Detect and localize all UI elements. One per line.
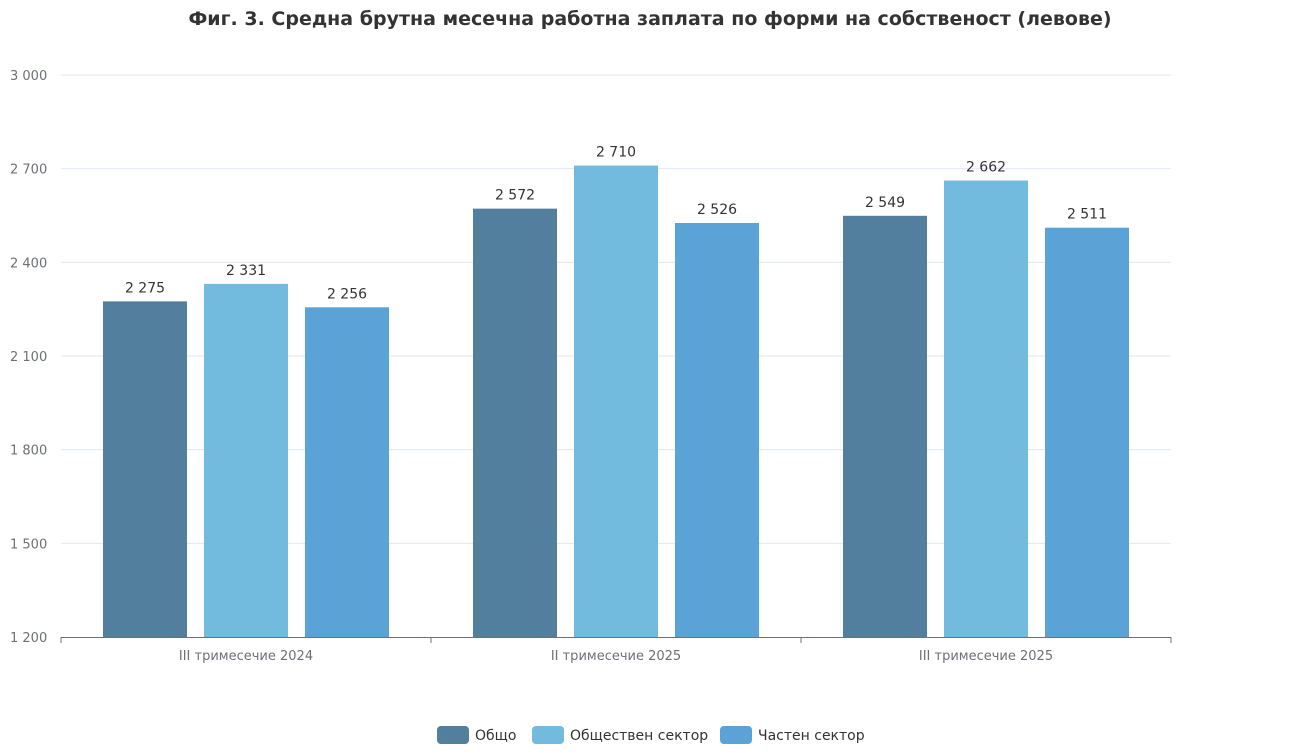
bar — [675, 222, 759, 637]
y-tick-label: 1 800 — [10, 444, 47, 459]
data-label: 2 511 — [1067, 207, 1107, 223]
legend-swatch — [532, 726, 564, 744]
y-tick-label: 1 500 — [10, 537, 47, 552]
legend-swatch — [720, 726, 752, 744]
data-label: 2 256 — [327, 286, 367, 302]
bar — [473, 208, 557, 637]
bar — [305, 307, 389, 637]
bar — [204, 283, 288, 637]
y-tick-label: 2 400 — [10, 256, 47, 271]
x-tick-label: II тримесечие 2025 — [551, 649, 681, 664]
bar — [843, 215, 927, 637]
y-tick-label: 2 700 — [10, 163, 47, 178]
legend-label: Частен сектор — [758, 728, 865, 744]
legend-swatch — [437, 726, 469, 744]
bar — [574, 165, 658, 638]
chart-title: Фиг. 3. Средна брутна месечна работна за… — [188, 8, 1111, 30]
data-label: 2 275 — [125, 280, 165, 296]
x-tick-label: III тримесечие 2024 — [179, 649, 313, 664]
y-tick-label: 2 100 — [10, 350, 47, 365]
bar — [103, 301, 187, 637]
legend-label: Общо — [475, 728, 516, 744]
data-label: 2 526 — [697, 202, 737, 218]
data-label: 2 710 — [596, 145, 636, 161]
data-label: 2 662 — [966, 160, 1006, 176]
y-tick-label: 1 200 — [10, 631, 47, 646]
data-label: 2 572 — [495, 188, 535, 204]
bar — [944, 180, 1028, 637]
legend-label: Обществен сектор — [570, 728, 708, 744]
bar — [1045, 227, 1129, 637]
data-label: 2 331 — [226, 263, 266, 279]
data-label: 2 549 — [865, 195, 905, 211]
y-tick-label: 3 000 — [10, 69, 47, 84]
x-tick-label: III тримесечие 2025 — [919, 649, 1053, 664]
